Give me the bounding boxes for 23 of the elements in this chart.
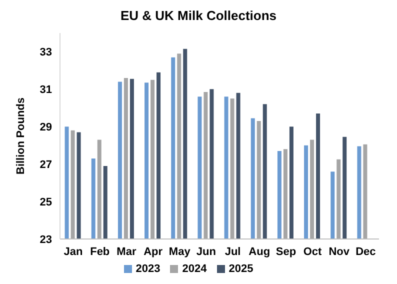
legend-label: 2023 — [136, 263, 160, 275]
x-tick-label: Feb — [90, 246, 110, 258]
legend-label: 2025 — [228, 263, 254, 275]
y-tick-label: 27 — [40, 158, 52, 171]
x-tick-label: Jul — [224, 246, 241, 258]
y-tick-label: 25 — [40, 196, 52, 208]
x-tick-label: Sep — [276, 246, 296, 258]
x-tick-label: May — [168, 246, 192, 258]
y-tick-label: 33 — [40, 46, 52, 59]
x-tick-label: Mar — [116, 246, 137, 258]
y-tick-label: 23 — [40, 234, 52, 246]
x-tick-label: Apr — [144, 246, 164, 258]
x-tick-label: Jan — [64, 246, 84, 258]
chart-title: EU & UK Milk Collections — [119, 8, 278, 23]
x-tick-label: Oct — [303, 246, 322, 258]
y-tick-label: 31 — [40, 84, 52, 96]
x-tick-label: Aug — [248, 246, 270, 258]
y-axis-title: Billion Pounds — [14, 98, 27, 174]
x-tick-label: Dec — [356, 246, 376, 258]
x-tick-label: Nov — [328, 246, 350, 258]
x-tick-label: Jun — [196, 246, 216, 258]
y-tick-label: 29 — [40, 122, 52, 134]
legend-label: 2024 — [182, 263, 207, 275]
